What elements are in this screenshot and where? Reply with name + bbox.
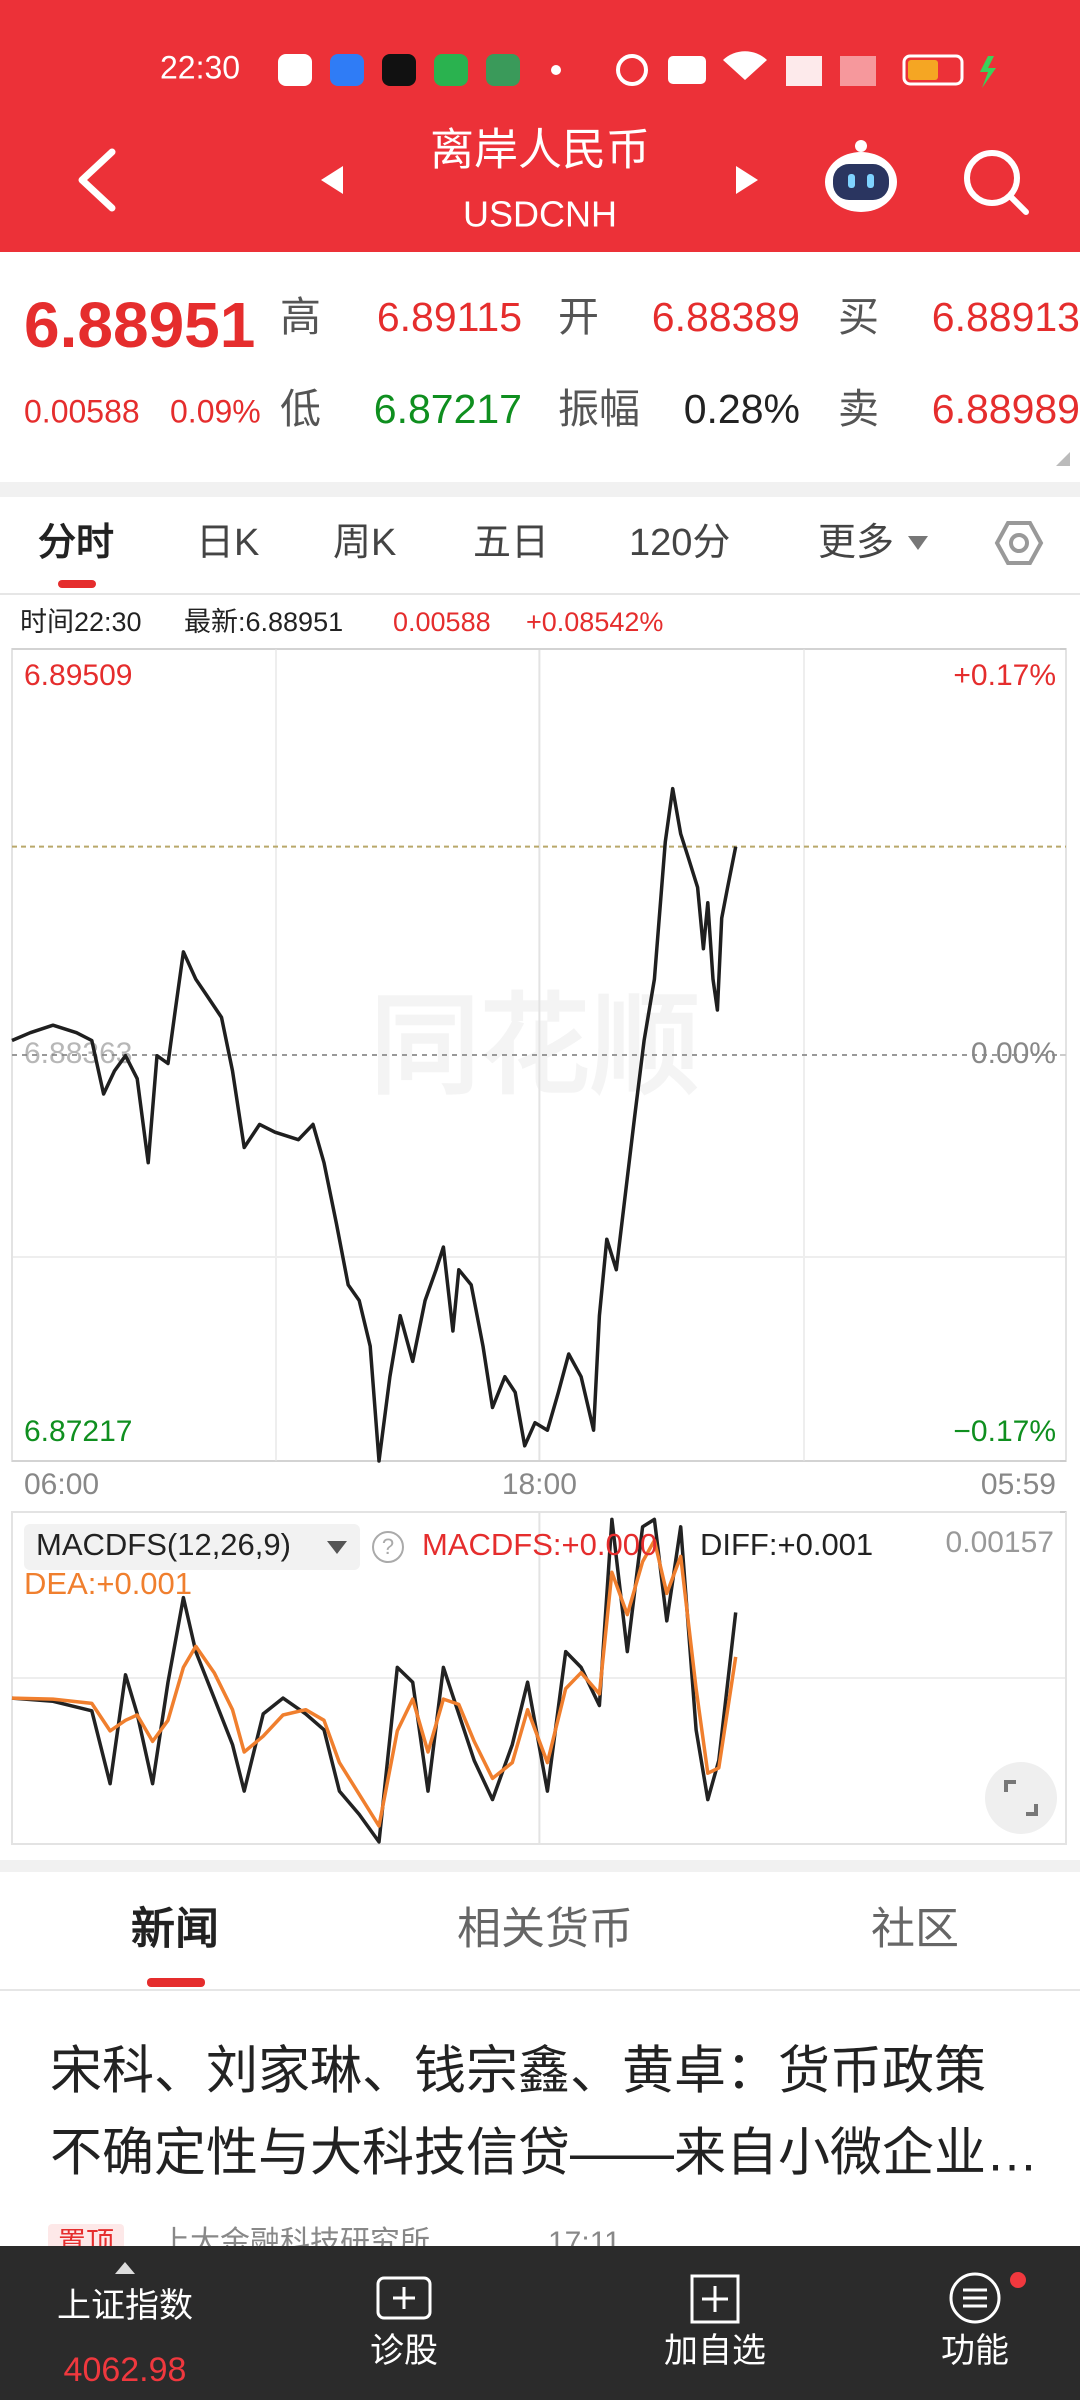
y-tick-label: 6.87217 [24, 1415, 132, 1448]
field-label: 买 [838, 294, 879, 340]
dropdown-arrow [327, 1541, 347, 1554]
field-label: 低 [280, 386, 321, 432]
prev-button[interactable] [321, 166, 343, 194]
field-value: 6.88913 [932, 294, 1080, 340]
tab-active[interactable]: 分时 [38, 522, 114, 564]
field-label: 开 [558, 294, 599, 340]
info-change: 0.00588 [393, 607, 491, 637]
nav-label[interactable]: 诊股 [370, 2332, 438, 2370]
y2-tick-label: 0.00% [971, 1037, 1056, 1070]
tab-indicator [58, 580, 96, 588]
help-glyph: ? [382, 1534, 394, 1559]
y2-tick-label: +0.17% [953, 659, 1056, 692]
news-tab[interactable]: 社区 [871, 1905, 959, 1954]
separator [0, 482, 1080, 497]
field-value: 0.28% [684, 386, 800, 432]
help-icon[interactable] [372, 1531, 404, 1563]
expand-corner[interactable] [1056, 452, 1070, 466]
price-change-pct: 0.09% [170, 393, 261, 429]
field-label: 卖 [838, 386, 879, 432]
status-time: 22:30 [160, 49, 240, 85]
next-button[interactable] [736, 166, 758, 194]
field-label: 高 [280, 294, 321, 340]
news-tab-active[interactable]: 新闻 [131, 1905, 219, 1954]
macd-line [11, 1517, 738, 1844]
info-change-pct: +0.08542% [526, 607, 663, 637]
status-icons [278, 51, 996, 88]
expand-arrow[interactable] [115, 2262, 135, 2274]
tab[interactable]: 周K [333, 522, 396, 564]
field-value: 6.88389 [652, 294, 800, 340]
y-tick-label: 0.00157 [946, 1526, 1054, 1559]
last-price: 6.88951 [24, 289, 255, 361]
y-tick-label: 6.89509 [24, 659, 132, 692]
tab-indicator [147, 1978, 205, 1987]
header-bg [0, 0, 1080, 252]
dea-label: DEA:+0.001 [24, 1566, 192, 1601]
news-tab[interactable]: 相关货币 [457, 1905, 633, 1954]
tab[interactable]: 五日 [473, 522, 549, 564]
diff-label: DIFF:+0.001 [700, 1527, 873, 1562]
assistant-button[interactable] [825, 140, 897, 212]
tab[interactable]: 120分 [629, 522, 730, 564]
x-tick-label: 06:00 [24, 1468, 99, 1501]
news-headline[interactable]: 宋科、刘家琳、钱宗鑫、黄卓：货币政策 [50, 2043, 986, 2101]
nav-label[interactable]: 功能 [941, 2332, 1009, 2370]
macd-label: MACDFS:+0.000 [422, 1527, 657, 1562]
settings-button[interactable] [994, 521, 1044, 565]
indicator-selector[interactable] [24, 1524, 360, 1570]
field-label: 振幅 [558, 386, 640, 432]
header-title: 离岸人民币 [430, 126, 650, 175]
back-button[interactable] [78, 148, 116, 212]
header-code: USDCNH [463, 194, 617, 235]
search-button[interactable] [964, 150, 1029, 215]
info-time: 时间22:30 [20, 607, 142, 637]
nav-label[interactable]: 加自选 [664, 2332, 766, 2370]
nav-icon[interactable] [376, 2276, 432, 2320]
y2-tick-label: −0.17% [953, 1415, 1056, 1448]
y-tick-label: 6.88363 [24, 1037, 132, 1070]
index-name[interactable]: 上证指数 [57, 2287, 193, 2325]
bottom-nav [0, 2246, 1080, 2400]
macd-chart: 0.00157 [11, 1511, 1067, 1844]
price-change: 0.00588 [24, 393, 140, 429]
price-line [11, 786, 738, 1463]
dropdown-arrow [908, 536, 928, 550]
nav-icon[interactable] [949, 2272, 1026, 2324]
tab[interactable]: 更多 [818, 522, 894, 564]
macd-line [11, 1538, 738, 1828]
field-value: 6.88989 [932, 386, 1080, 432]
separator [0, 1860, 1080, 1872]
indicator-name: MACDFS(12,26,9) [36, 1527, 291, 1562]
x-tick-label: 05:59 [981, 1468, 1056, 1501]
tab[interactable]: 日K [196, 522, 259, 564]
price-chart: 06:00 18:00 05:59 6.87217 6.88363 6.89509 −0.1… [11, 648, 1067, 1501]
info-last: 最新:6.88951 [184, 607, 343, 637]
index-value: 4062.98 [64, 2351, 187, 2389]
fullscreen-button[interactable] [985, 1762, 1057, 1834]
field-value: 6.89115 [377, 294, 522, 340]
nav-icon[interactable] [690, 2274, 740, 2324]
news-headline[interactable]: 不确定性与大科技信贷——来自小微企业… [50, 2125, 1038, 2183]
field-value: 6.87217 [374, 386, 522, 432]
x-tick-label: 18:00 [502, 1468, 577, 1501]
